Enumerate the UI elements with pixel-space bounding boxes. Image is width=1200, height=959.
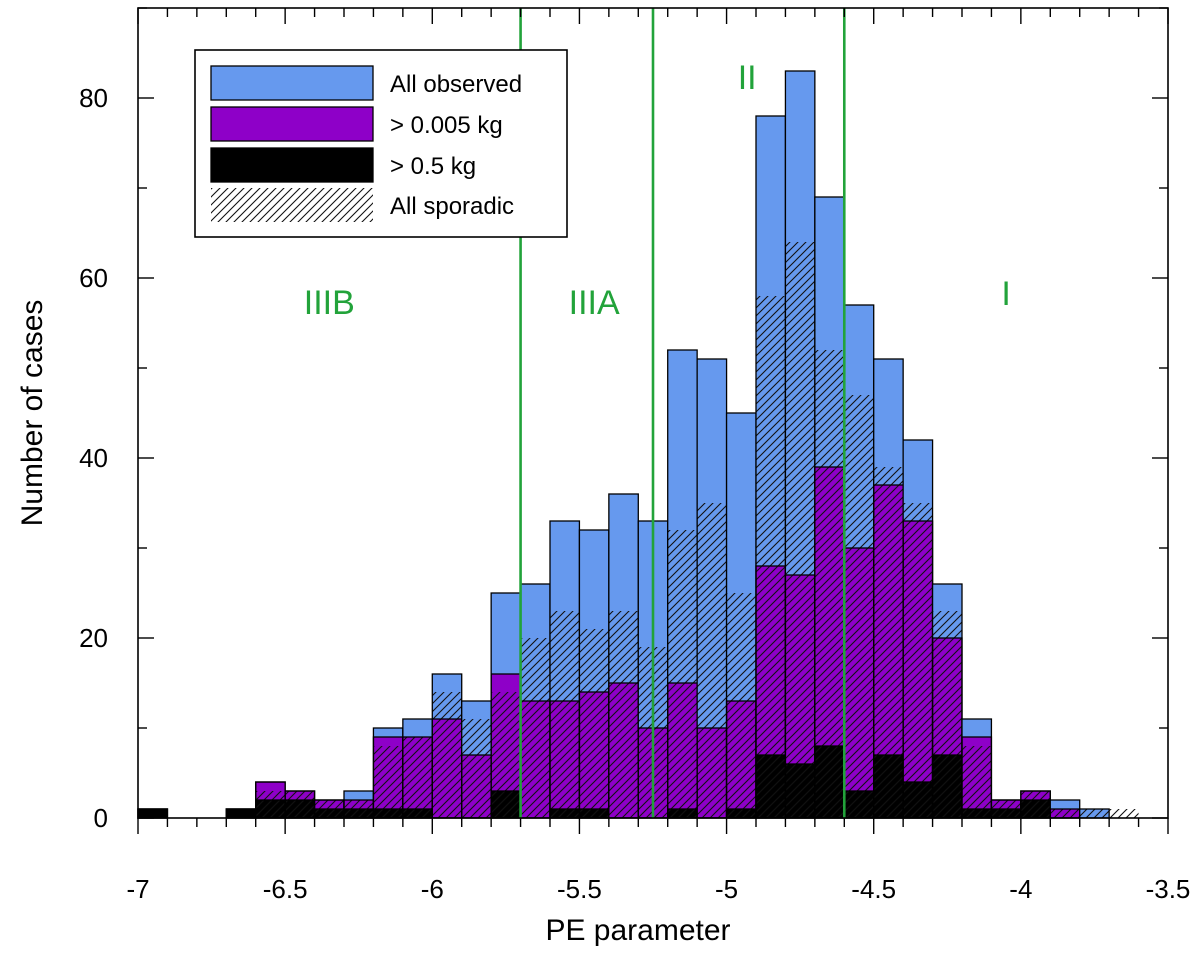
legend-swatch xyxy=(211,188,373,222)
bar-all-sporadic xyxy=(579,629,609,818)
x-tick-label: -4.5 xyxy=(851,874,896,904)
bar-all-sporadic xyxy=(402,737,433,818)
x-tick-label: -3.5 xyxy=(1146,874,1191,904)
y-tick-label: 0 xyxy=(94,803,108,833)
bar-all-sporadic xyxy=(491,692,521,818)
bar-all-sporadic xyxy=(814,350,845,818)
bar-all-sporadic xyxy=(697,503,727,818)
region-label: I xyxy=(1001,275,1010,313)
legend-swatch xyxy=(210,65,374,101)
x-tick-label: -5 xyxy=(715,874,738,904)
bar-all-sporadic xyxy=(461,719,492,818)
bars-layer xyxy=(137,70,1139,819)
legend: All observed > 0.005 kg > 0.5 kg All sporad… xyxy=(194,49,568,238)
bar-all-sporadic xyxy=(873,467,904,818)
region-label: II xyxy=(738,59,757,97)
x-tick-label: -7 xyxy=(126,874,149,904)
bar-all-sporadic xyxy=(726,593,756,818)
legend-swatch xyxy=(210,147,374,183)
legend-swatch xyxy=(210,106,374,142)
plot-frame xyxy=(137,7,1169,819)
bar-all-sporadic xyxy=(1079,809,1110,818)
y-tick-label: 60 xyxy=(79,263,108,293)
bar-all-sporadic xyxy=(962,746,992,818)
x-tick-label: -6.5 xyxy=(263,874,308,904)
x-tick-label: -6 xyxy=(421,874,444,904)
y-tick-label: 40 xyxy=(79,443,108,473)
bar-all-sporadic xyxy=(932,611,962,818)
bar-all-sporadic xyxy=(903,503,933,818)
bar-all-sporadic xyxy=(756,296,786,818)
bar-all-sporadic xyxy=(1109,809,1139,818)
region-label: IIIB xyxy=(304,284,355,322)
bar-all-sporadic xyxy=(285,791,315,818)
axes-layer: -7 -6.5 -6 -5.5 -5 -4.5 -4 -3.5 0 20 40 60 80 PE para… xyxy=(16,7,1191,947)
y-axis-label: Number of cases xyxy=(16,300,49,527)
bar-over-0-5-kg xyxy=(138,809,168,818)
x-tick-label: -4 xyxy=(1009,874,1032,904)
region-label: IIIA xyxy=(569,284,620,322)
bar-all-sporadic xyxy=(432,692,462,818)
bar-all-sporadic xyxy=(785,242,815,818)
legend-label: All sporadic xyxy=(390,193,514,220)
bar-all-sporadic xyxy=(1020,791,1051,818)
legend-label: > 0.5 kg xyxy=(390,153,476,180)
y-tick-label: 80 xyxy=(79,83,108,113)
bar-all-sporadic xyxy=(844,395,874,818)
bar-all-sporadic xyxy=(520,638,550,818)
legend-label: > 0.005 kg xyxy=(390,112,503,139)
legend-label: All observed xyxy=(390,71,522,98)
bar-all-sporadic xyxy=(1050,809,1080,818)
bar-all-sporadic xyxy=(373,746,403,818)
bar-all-sporadic xyxy=(550,611,580,818)
bar-all-sporadic xyxy=(608,611,639,818)
bar-over-0-5-kg xyxy=(226,809,256,818)
x-axis-label: PE parameter xyxy=(545,914,730,947)
bar-all-sporadic xyxy=(667,530,698,818)
bar-all-sporadic xyxy=(255,791,286,818)
x-tick-label: -5.5 xyxy=(557,874,602,904)
y-tick-label: 20 xyxy=(79,623,108,653)
